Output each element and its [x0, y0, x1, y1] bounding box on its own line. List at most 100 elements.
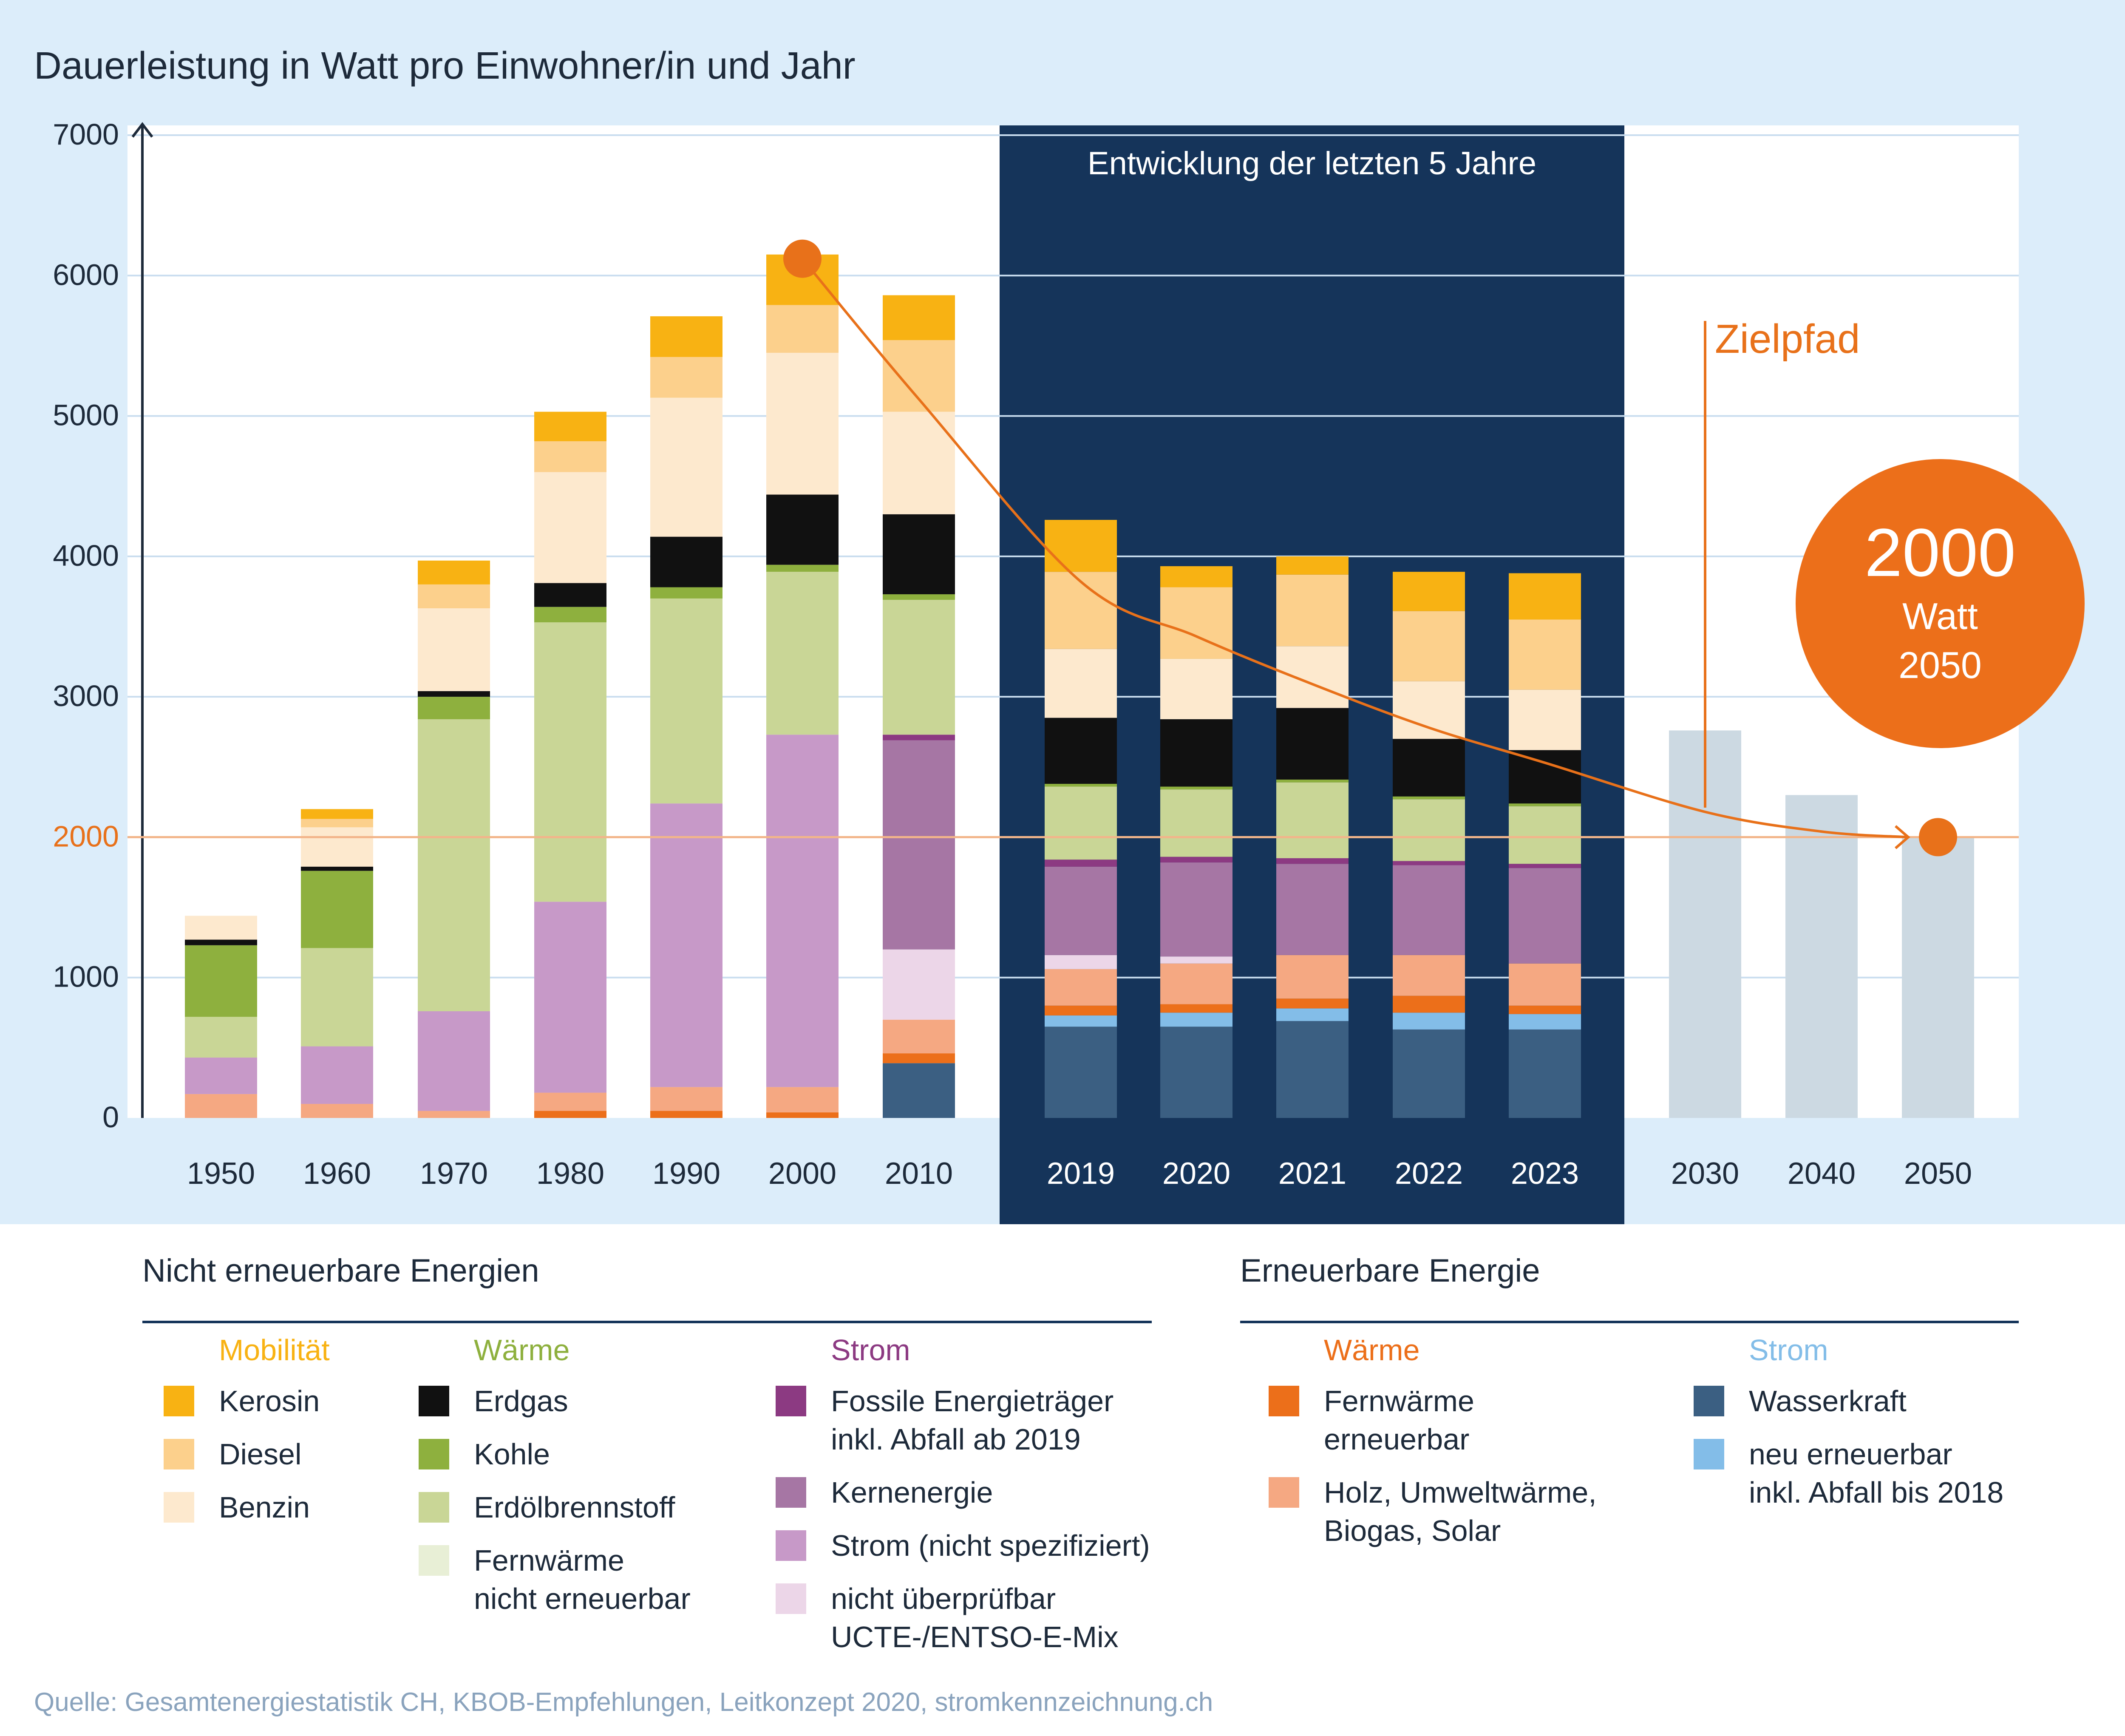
- legend-label-line: neu erneuerbar: [1749, 1438, 1952, 1471]
- bar-1990-strom-nicht-spezifiziert: [650, 803, 722, 1087]
- bar-1970-benzin: [418, 608, 490, 691]
- highlight-label: Entwicklung der letzten 5 Jahre: [1088, 145, 1536, 182]
- legend-label-nr-mobilit-t-benzin: Benzin: [219, 1491, 310, 1524]
- bar-1980-holz-umweltw-rme-biogas-solar: [534, 1092, 606, 1111]
- zielpfad-arrow-icon: [1895, 825, 1910, 849]
- legend-label-line: nicht überprüfbar: [831, 1582, 1056, 1615]
- source-note: Quelle: Gesamtenergiestatistik CH, KBOB-…: [34, 1688, 1213, 1717]
- x-tick-2000: 2000: [768, 1157, 836, 1191]
- bar-2022-erdgas: [1393, 739, 1465, 797]
- bar-2000-erdgas: [766, 494, 839, 565]
- bar-2022-fossile-energietr-ger-inkl-abfall-ab-2019: [1393, 861, 1465, 865]
- x-tick-1970: 1970: [420, 1157, 488, 1191]
- bar-2021-erd-lbrennstoff: [1276, 782, 1349, 858]
- bar-1970-diesel: [418, 584, 490, 609]
- bar-2020-erdgas: [1160, 719, 1232, 787]
- bar-2020-fossile-energietr-ger-inkl-abfall-ab-2019: [1160, 857, 1232, 862]
- legend-swatch-re-strom-wasserkraft: [1694, 1386, 1724, 1416]
- legend-swatch-re-w-rme-fernw-rme-erneuerbar: [1269, 1386, 1299, 1416]
- bar-2010-kohle: [883, 594, 955, 600]
- legend-swatch-nr-w-rme-kohle: [419, 1439, 449, 1469]
- bar-1970-kohle: [418, 697, 490, 719]
- legend-label-line: Fossile Energieträger: [831, 1384, 1114, 1418]
- legend-label-line: UCTE-/ENTSO-E-Mix: [831, 1620, 1119, 1654]
- zielpfad-annotation: Zielpfad: [783, 239, 1957, 857]
- bar-2050-zielpfad: [1902, 837, 1974, 1118]
- bar-2021-erdgas: [1276, 708, 1349, 780]
- non-renewable-heading: Nicht erneuerbare Energien: [142, 1253, 539, 1289]
- bar-2023-kerosin: [1509, 573, 1581, 620]
- bars: [185, 254, 1974, 1118]
- x-tick-2010: 2010: [885, 1157, 953, 1191]
- legend-label-re-w-rme-fernw-rme-erneuerbar: Fernwärme erneuerbar: [1324, 1384, 1474, 1456]
- x-tick-2040: 2040: [1788, 1157, 1856, 1191]
- bar-2020-fernw-rme-erneuerbar: [1160, 1004, 1232, 1013]
- target-badge: 2000 Watt 2050: [1796, 459, 2085, 748]
- bar-1990-benzin: [650, 397, 722, 537]
- bar-2010-erdgas: [883, 514, 955, 595]
- bar-1990-fernw-rme-erneuerbar: [650, 1111, 722, 1118]
- bar-2019-erd-lbrennstoff: [1045, 786, 1117, 860]
- nr-w-rme-group-title: Wärme: [474, 1333, 570, 1367]
- legend-swatch-nr-strom-strom-nicht-spezifiziert: [776, 1530, 806, 1561]
- legend-label-line: Holz, Umweltwärme,: [1324, 1476, 1597, 1509]
- bar-2019-fernw-rme-erneuerbar: [1045, 1005, 1117, 1016]
- bar-1980-benzin: [534, 472, 606, 583]
- legend-label-line: inkl. Abfall bis 2018: [1749, 1476, 2003, 1509]
- y-tick-3000: 3000: [53, 679, 119, 712]
- bar-2020-erd-lbrennstoff: [1160, 789, 1232, 857]
- bar-2021-diesel: [1276, 574, 1349, 647]
- bar-1970-erdgas: [418, 691, 490, 697]
- target-badge-unit: Watt: [1902, 595, 1978, 637]
- bar-2021-fernw-rme-erneuerbar: [1276, 998, 1349, 1009]
- bar-2000-kohle: [766, 564, 839, 572]
- re-strom-group-title: Strom: [1749, 1333, 1828, 1367]
- legend: Nicht erneuerbare Energien Erneuerbare En…: [142, 1253, 2019, 1654]
- legend-label-line: Biogas, Solar: [1324, 1514, 1501, 1547]
- bar-stack-2021: [1276, 556, 1349, 1118]
- bar-2023-kohle: [1509, 803, 1581, 806]
- y-axis-arrow-icon: [131, 122, 153, 138]
- bar-2019-fossile-energietr-ger-inkl-abfall-ab-2019: [1045, 859, 1117, 867]
- x-tick-2030: 2030: [1671, 1157, 1739, 1191]
- y-tick-2000: 2000: [53, 820, 119, 853]
- zielpfad-end-dot: [1919, 818, 1957, 857]
- bar-stack-1990: [650, 316, 722, 1118]
- legend-label-nr-strom-fossile-energietr-ger-inkl-abfall-ab-2019: Fossile Energieträger inkl. Abfall ab 201…: [831, 1384, 1114, 1456]
- bar-2021-neu-erneuerbar-inkl-abfall-bis-2018: [1276, 1008, 1349, 1021]
- bar-stack-1970: [418, 560, 490, 1118]
- bar-2019-diesel: [1045, 572, 1117, 649]
- y-tick-4000: 4000: [53, 539, 119, 572]
- bar-2021-fossile-energietr-ger-inkl-abfall-ab-2019: [1276, 858, 1349, 864]
- legend-label-line: erneuerbar: [1324, 1423, 1469, 1456]
- bar-2019-kernenergie: [1045, 866, 1117, 955]
- bar-1990-erdgas: [650, 536, 722, 587]
- legend-label-nr-w-rme-kohle: Kohle: [474, 1438, 550, 1471]
- bar-2019-wasserkraft: [1045, 1027, 1117, 1118]
- bar-1960-kerosin: [301, 809, 373, 819]
- legend-label-line: Fernwärme: [1324, 1384, 1474, 1418]
- bar-1990-kohle: [650, 587, 722, 599]
- bar-2010-kernenergie: [883, 740, 955, 950]
- bar-2023-holz-umweltw-rme-biogas-solar: [1509, 963, 1581, 1006]
- bar-2021-wasserkraft: [1276, 1021, 1349, 1118]
- legend-label-nr-mobilit-t-diesel: Diesel: [219, 1438, 302, 1471]
- bar-1980-kerosin: [534, 411, 606, 442]
- bar-2021-kernenergie: [1276, 864, 1349, 955]
- legend-label-line: Kohle: [474, 1438, 550, 1471]
- bar-1950-erd-lbrennstoff: [185, 1017, 257, 1058]
- bar-2010-holz-umweltw-rme-biogas-solar: [883, 1019, 955, 1054]
- bar-2000-erd-lbrennstoff: [766, 572, 839, 735]
- legend-label-line: Kernenergie: [831, 1476, 993, 1509]
- bar-2000-strom-nicht-spezifiziert: [766, 735, 839, 1087]
- legend-swatch-re-strom-neu-erneuerbar-inkl-abfall-bis-2018: [1694, 1439, 1724, 1469]
- bar-2023-diesel: [1509, 619, 1581, 690]
- bar-stack-1980: [534, 411, 606, 1118]
- bar-2023-erdgas: [1509, 750, 1581, 804]
- bar-stack-2023: [1509, 573, 1581, 1118]
- bar-2000-diesel: [766, 305, 839, 353]
- bar-1950-erdgas: [185, 939, 257, 945]
- x-tick-2022: 2022: [1395, 1157, 1463, 1191]
- bar-2022-benzin: [1393, 681, 1465, 739]
- bar-stack-1950: [185, 916, 257, 1118]
